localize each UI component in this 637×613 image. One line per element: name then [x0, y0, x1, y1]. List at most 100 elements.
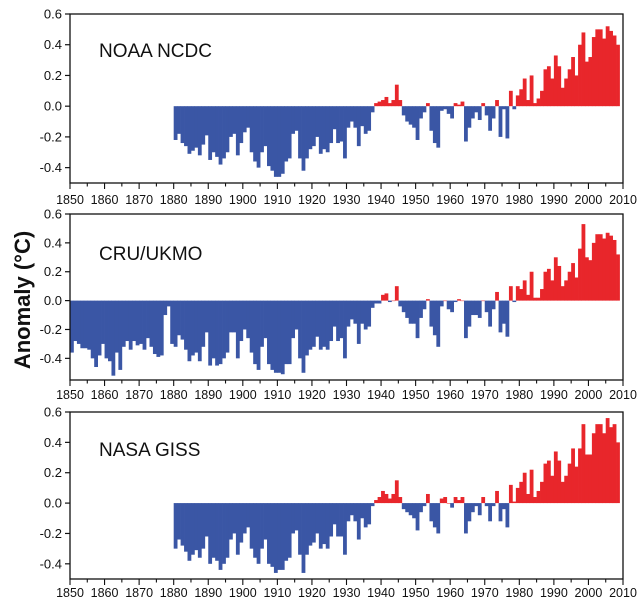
bar — [553, 55, 558, 107]
bar — [453, 103, 458, 107]
bar — [218, 106, 223, 165]
bar — [533, 497, 537, 504]
bar — [488, 106, 493, 131]
bar — [540, 90, 544, 107]
bar — [429, 503, 434, 522]
bar — [536, 98, 541, 107]
bar — [543, 463, 548, 504]
bar — [581, 32, 586, 107]
bar — [298, 300, 302, 359]
bar — [581, 424, 586, 504]
bar — [277, 503, 282, 570]
bar — [80, 300, 85, 349]
bar — [370, 503, 375, 507]
x-tick-label: 1880 — [160, 586, 188, 600]
x-tick-label: 1910 — [263, 586, 291, 600]
bar — [598, 424, 603, 504]
bar — [391, 493, 396, 504]
bar — [339, 300, 344, 339]
x-tick-label: 2010 — [609, 388, 637, 402]
bar — [560, 481, 565, 504]
x-tick-label: 1850 — [56, 193, 84, 207]
bar — [218, 503, 223, 570]
bar — [367, 106, 372, 131]
x-tick-label: 1930 — [333, 586, 361, 600]
bar — [184, 503, 188, 552]
bar — [239, 503, 244, 543]
y-tick-label: 0.2 — [44, 68, 62, 83]
bar — [190, 106, 195, 151]
bar — [474, 300, 479, 316]
bar — [550, 78, 555, 107]
bar — [249, 300, 254, 353]
bar — [512, 300, 517, 303]
x-tick-label: 1900 — [229, 193, 257, 207]
bar — [322, 503, 327, 545]
bar — [602, 433, 607, 504]
bar — [508, 90, 513, 107]
bar — [277, 106, 282, 177]
bar — [232, 503, 237, 534]
bar — [394, 286, 399, 301]
x-tick-label: 1930 — [333, 388, 361, 402]
bar — [187, 300, 192, 362]
bar — [605, 26, 610, 107]
bar — [443, 497, 448, 504]
bar — [578, 44, 582, 107]
bar — [273, 106, 278, 177]
bar — [474, 106, 479, 113]
bar — [256, 503, 261, 564]
bar — [97, 300, 102, 356]
bar — [318, 300, 323, 350]
y-axis-label: Anomaly (°C) — [10, 231, 35, 369]
bar — [515, 286, 520, 301]
x-tick-label: 1940 — [367, 586, 395, 600]
bar — [405, 300, 410, 318]
bar — [571, 448, 575, 504]
bar — [502, 106, 506, 110]
bar — [336, 503, 340, 537]
x-tick-label: 1900 — [229, 586, 257, 600]
bar — [194, 300, 199, 353]
panel-cru-ukmo: 0.6 0.4 0.2 0.0 -0.2 -0.4 1850 1860 1870 1880 1890… — [40, 207, 637, 403]
bar — [605, 418, 610, 504]
x-tick-label: 1960 — [436, 193, 464, 207]
x-tick-label: 1920 — [298, 388, 326, 402]
bar — [211, 106, 216, 153]
bar — [197, 106, 202, 156]
bar — [180, 503, 185, 546]
bar — [263, 300, 268, 339]
bar — [225, 300, 230, 353]
bar — [239, 106, 244, 144]
bar — [235, 503, 240, 555]
bar — [291, 106, 296, 134]
bar — [377, 497, 382, 504]
bar — [474, 503, 479, 507]
bar — [315, 503, 320, 534]
bar — [94, 300, 98, 368]
bar — [405, 503, 410, 513]
bar — [408, 106, 413, 125]
bar — [470, 300, 475, 316]
bar — [318, 106, 323, 154]
bar — [533, 103, 537, 107]
bar — [519, 289, 524, 301]
bar — [294, 300, 299, 330]
bar — [208, 503, 213, 564]
bar — [477, 503, 482, 516]
bar — [571, 263, 575, 301]
bar — [305, 503, 309, 555]
bar — [591, 433, 596, 504]
bar — [305, 300, 309, 356]
bar — [436, 106, 441, 148]
bar — [132, 300, 137, 342]
bar — [564, 475, 569, 504]
bar — [533, 297, 537, 301]
x-tick-label: 1910 — [263, 193, 291, 207]
bar — [412, 503, 416, 519]
bar — [166, 300, 171, 307]
x-tick-label: 1920 — [298, 193, 326, 207]
x-tick-label: 1980 — [505, 193, 533, 207]
bar — [450, 106, 454, 119]
x-tick-label: 1890 — [194, 586, 222, 600]
